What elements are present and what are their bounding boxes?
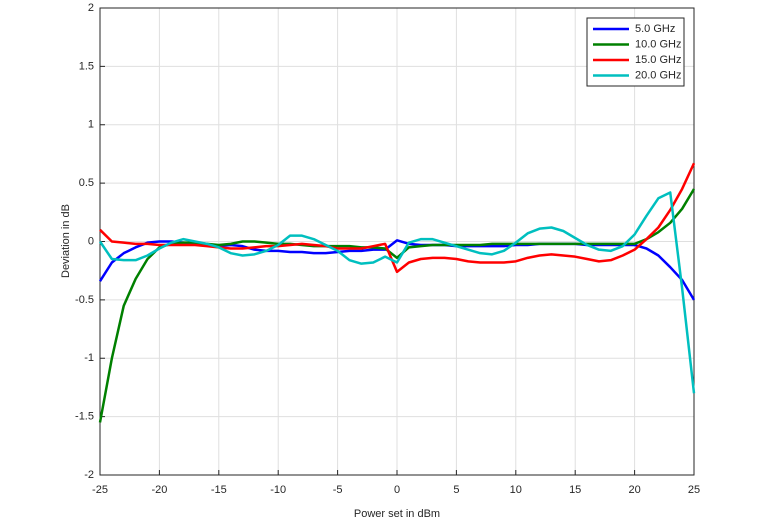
x-tick-label: 20 <box>628 484 640 496</box>
x-tick-label: 10 <box>510 484 522 496</box>
data-line <box>98 191 696 394</box>
legend-label: 15.0 GHz <box>635 54 681 66</box>
x-tick-label: 25 <box>688 484 700 496</box>
legend-label: 10.0 GHz <box>635 38 681 50</box>
x-tick-label: 5 <box>453 484 459 496</box>
x-tick-label: -15 <box>211 484 227 496</box>
y-tick-label: -2 <box>84 469 94 481</box>
x-tick-label: -5 <box>333 484 343 496</box>
y-tick-label: 2 <box>88 2 94 14</box>
x-tick-label: 0 <box>394 484 400 496</box>
x-tick-label: -25 <box>92 484 108 496</box>
y-tick-label: 1 <box>88 119 94 131</box>
y-tick-label: 1.5 <box>79 60 94 72</box>
data-line <box>99 162 696 274</box>
x-tick-label: -10 <box>270 484 286 496</box>
y-axis-label: Deviation in dB <box>60 204 72 278</box>
y-tick-label: -0.5 <box>75 294 94 306</box>
y-tick-label: 0 <box>88 235 94 247</box>
x-tick-label: 15 <box>569 484 581 496</box>
y-tick-label: -1.5 <box>75 411 94 423</box>
x-axis-label: Power set in dBm <box>354 508 440 520</box>
legend-label: 5.0 GHz <box>635 23 675 35</box>
x-tick-label: -20 <box>151 484 167 496</box>
legend-label: 20.0 GHz <box>635 69 681 81</box>
y-tick-label: 0.5 <box>79 177 94 189</box>
y-tick-label: -1 <box>84 352 94 364</box>
